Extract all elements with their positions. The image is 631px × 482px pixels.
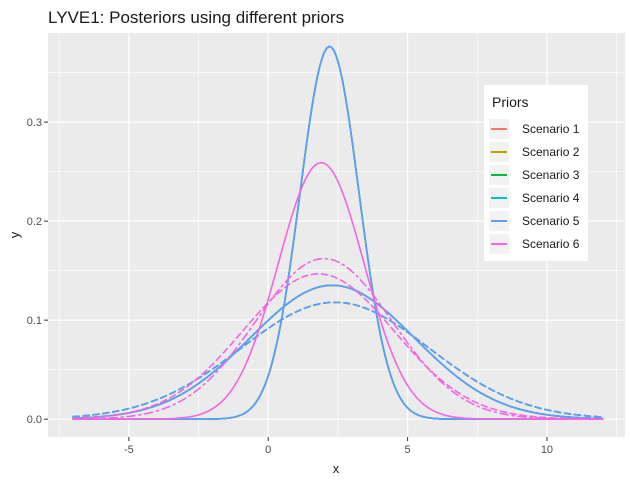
legend-label: Scenario 5 (522, 214, 580, 228)
x-axis-title: x (333, 461, 340, 476)
legend-item-scenario-6: Scenario 6 (489, 234, 580, 254)
legend-label: Scenario 1 (522, 122, 580, 136)
y-tick-label: 0.0 (27, 414, 42, 426)
chart-title: LYVE1: Posteriors using different priors (48, 8, 344, 27)
legend-label: Scenario 4 (522, 191, 580, 205)
curve-scenario-6-2 (72, 257, 604, 420)
y-axis-title: y (7, 231, 22, 238)
legend-label: Scenario 3 (522, 168, 580, 182)
legend-label: Scenario 6 (522, 237, 580, 251)
legend-item-scenario-2: Scenario 2 (489, 142, 580, 162)
legend-item-scenario-4: Scenario 4 (489, 188, 580, 208)
x-tick-label: -5 (124, 444, 134, 456)
grid-minor (48, 33, 625, 437)
y-tick-label: 0.2 (27, 216, 42, 228)
curve-scenario-5-3 (72, 301, 604, 418)
curve-scenario-5-2 (72, 284, 604, 420)
legend-item-scenario-3: Scenario 3 (489, 165, 580, 185)
x-tick-label: 0 (265, 444, 271, 456)
density-curves (72, 45, 604, 420)
curve-scenario-6-3 (72, 273, 604, 420)
curve-scenario-6-1 (72, 161, 604, 420)
x-tick-label: 10 (541, 444, 553, 456)
legend: Priors Scenario 1 Scenario 2 Scenario 3 Sce… (484, 85, 588, 261)
y-axis: 0.0 0.1 0.2 0.3 (27, 117, 48, 426)
legend-title: Priors (492, 94, 529, 110)
legend-item-scenario-1: Scenario 1 (489, 119, 580, 139)
legend-label: Scenario 2 (522, 145, 580, 159)
y-tick-label: 0.1 (27, 315, 42, 327)
x-tick-label: 5 (405, 444, 411, 456)
y-tick-label: 0.3 (27, 117, 42, 129)
x-axis: -5 0 5 10 (124, 437, 553, 456)
legend-item-scenario-5: Scenario 5 (489, 211, 580, 231)
